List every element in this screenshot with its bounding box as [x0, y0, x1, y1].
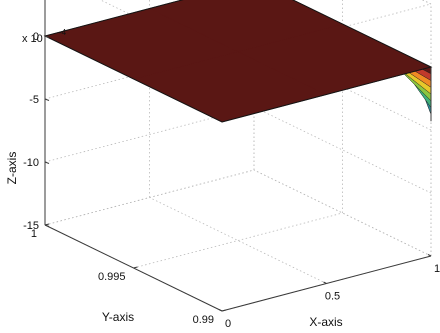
- z-tick-label: -10: [23, 157, 39, 169]
- z-tick: [44, 98, 50, 101]
- z-tick: [44, 35, 50, 38]
- x-tick-label: 1: [434, 263, 440, 275]
- ticks: 00.510.990.995150-5-10-15: [23, 31, 440, 330]
- y-tick-label: 1: [31, 228, 37, 240]
- x-tick-label: 0.5: [325, 291, 340, 303]
- z-scale-label: x 10: [22, 33, 43, 45]
- y-tick: [133, 266, 138, 269]
- surface: [43, 0, 433, 123]
- x-tick: [427, 254, 432, 257]
- x-axis-label: X-axis: [309, 315, 342, 329]
- y-tick: [221, 309, 227, 312]
- z-scale-exponent: -4: [59, 28, 67, 37]
- x-tick: [323, 281, 327, 284]
- grid-line: [133, 212, 343, 269]
- z-tick: [44, 161, 50, 164]
- grid-line: [149, 197, 327, 284]
- grid-line: [253, 169, 432, 257]
- surface-patch: [148, 0, 344, 52]
- z-axis-label: Z-axis: [5, 152, 19, 185]
- y-tick-label: 0.99: [193, 314, 214, 326]
- z-tick-label: -5: [29, 94, 39, 106]
- x-tick: [218, 309, 223, 312]
- y-axis-label: Y-axis: [102, 310, 134, 324]
- grid-line: [44, 169, 255, 226]
- y-tick-label: 0.995: [98, 271, 126, 283]
- z-tick: [44, 224, 50, 227]
- grid-line: [253, 43, 432, 131]
- z-tick-label: 0: [33, 31, 39, 43]
- grid-line: [253, 106, 432, 194]
- z-tick-label: -15: [23, 220, 39, 232]
- x-tick-label: 0: [225, 318, 231, 330]
- surface-outline: [43, 0, 433, 123]
